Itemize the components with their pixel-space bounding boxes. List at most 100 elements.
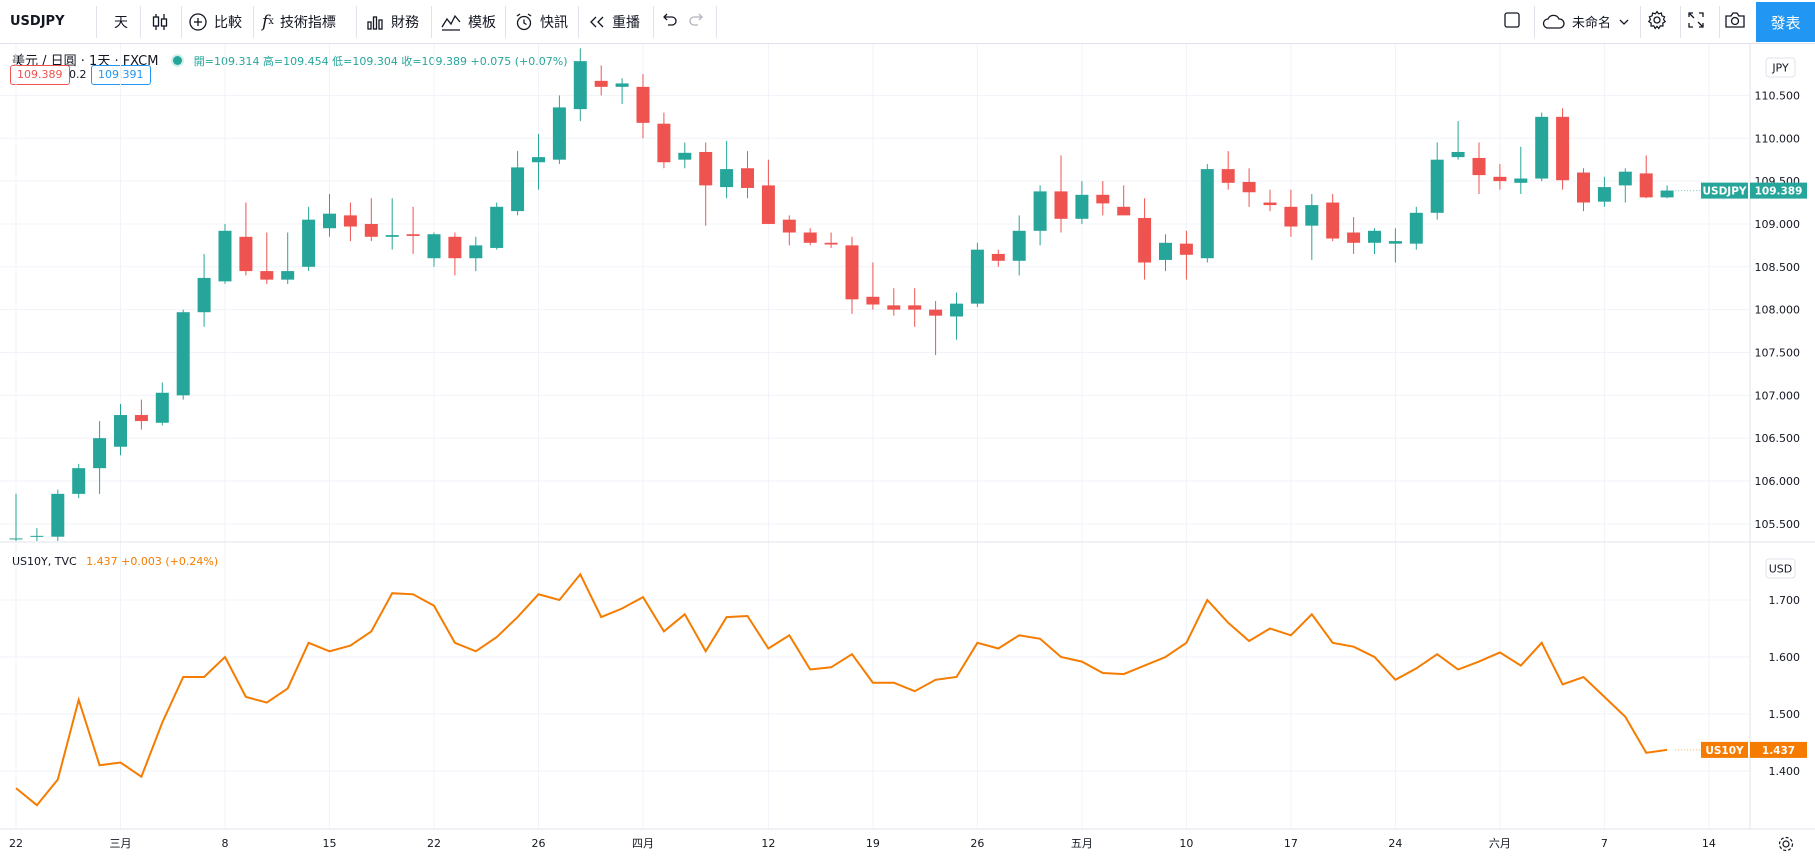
axis-settings-button[interactable] <box>1778 836 1794 852</box>
chart-style-button[interactable] <box>150 0 176 43</box>
symbol-label: USDJPY <box>10 14 65 29</box>
series-name-label: USDJPY <box>1702 186 1746 198</box>
candle <box>824 232 838 248</box>
time-tick-label: 12 <box>761 837 775 850</box>
sub-legend: US10Y, TVC 1.437 +0.003 (+0.24%) <box>12 555 218 568</box>
templates-label: 模板 <box>468 14 496 31</box>
time-tick-label: 22 <box>427 837 441 850</box>
candle-body <box>720 169 734 188</box>
candle-body <box>469 245 483 259</box>
candle <box>1451 121 1465 160</box>
candle-body <box>1242 181 1256 193</box>
candle-body <box>218 230 232 282</box>
candle <box>782 215 796 246</box>
candle-body <box>511 167 525 212</box>
last-price-labels: USDJPY 109.389 US10Y 1.437 <box>1675 182 1807 758</box>
candle-body <box>1409 212 1423 244</box>
candle-body <box>155 392 169 423</box>
fullscreen-icon <box>1687 11 1705 33</box>
currency-badge[interactable] <box>1765 558 1796 579</box>
templates-button[interactable]: 模板 <box>440 0 496 43</box>
replay-label: 重播 <box>612 14 640 31</box>
candle-body <box>636 86 650 123</box>
rewind-icon <box>588 14 606 30</box>
candle <box>908 288 922 327</box>
candle-body <box>552 107 566 160</box>
candle-body <box>657 123 671 163</box>
candle <box>343 202 357 242</box>
candle <box>51 489 65 541</box>
redo-button[interactable] <box>688 0 712 43</box>
candle <box>1430 142 1444 220</box>
price-tick-label: 107.500 <box>1755 346 1801 359</box>
undo-icon <box>660 12 678 32</box>
price-axis-main[interactable]: 110.500110.000109.500109.000108.500108.0… <box>1755 89 1801 530</box>
time-tick-label: 19 <box>866 837 880 850</box>
replay-button[interactable]: 重播 <box>588 0 640 43</box>
candle-body <box>950 303 963 317</box>
candle-body <box>448 236 462 259</box>
chart-area[interactable]: 110.500110.000109.500109.000108.500108.0… <box>0 44 1815 859</box>
candle <box>385 198 399 250</box>
candle <box>1012 215 1026 276</box>
candle <box>887 288 901 316</box>
screenshot-button[interactable] <box>1724 0 1750 43</box>
time-axis[interactable]: 22 三月 8 15 22 26 四月 12 19 26 五月 10 17 24 六月 7 14 <box>9 837 1716 850</box>
candle-body <box>93 438 107 469</box>
sell-price-badge[interactable]: 109.389 <box>10 65 70 85</box>
candle-body <box>532 157 545 163</box>
candle-body <box>1618 171 1632 186</box>
price-axis-sub[interactable]: 1.700 1.600 1.500 1.400 <box>1769 594 1801 778</box>
currency-badge[interactable] <box>1765 57 1796 78</box>
candle <box>970 242 984 308</box>
price-tick-label: 1.700 <box>1769 594 1801 607</box>
camera-icon <box>1724 11 1746 33</box>
price-tick-label: 1.600 <box>1769 651 1801 664</box>
settings-button[interactable] <box>1647 0 1671 43</box>
candle <box>1159 234 1172 272</box>
cloud-icon <box>1542 13 1566 31</box>
last-price-value: 1.437 <box>1762 745 1795 757</box>
candle <box>657 112 671 169</box>
indicators-label: 技術指標 <box>279 14 336 31</box>
candle-body <box>908 305 922 310</box>
time-tick-label: 7 <box>1601 837 1608 850</box>
sub-series-title[interactable]: US10Y, TVC <box>12 555 77 568</box>
layout-button[interactable] <box>1503 0 1527 43</box>
price-tick-label: 109.000 <box>1755 218 1801 231</box>
candle <box>1347 217 1361 254</box>
candle <box>929 301 943 356</box>
candle <box>1263 189 1277 212</box>
compare-button[interactable]: 比較 <box>188 0 242 43</box>
candle-body <box>1033 191 1047 231</box>
undo-button[interactable] <box>660 0 684 43</box>
price-tick-label: 1.400 <box>1769 765 1801 778</box>
candle-body <box>1179 243 1193 255</box>
candle <box>803 228 817 246</box>
symbol-search[interactable]: USDJPY <box>10 0 100 43</box>
candle-body <box>803 232 817 243</box>
candle-body <box>1117 206 1131 216</box>
candle <box>1221 151 1235 190</box>
candle-body <box>323 213 336 229</box>
currency-badges: JPY USD <box>1765 57 1796 579</box>
candle-body <box>1096 194 1110 204</box>
fullscreen-button[interactable] <box>1687 0 1711 43</box>
candle <box>218 223 232 284</box>
candle-body <box>1138 217 1152 263</box>
candle-body <box>1368 230 1381 243</box>
layout-name-label: 未命名 <box>1572 16 1612 31</box>
time-tick-label: 14 <box>1702 837 1716 850</box>
layout-name-button[interactable]: 未命名 <box>1542 0 1629 43</box>
candle-body <box>929 309 943 316</box>
candle <box>1242 168 1256 207</box>
candle-body <box>573 61 587 110</box>
interval-button[interactable]: 天 <box>114 0 128 43</box>
candle <box>532 133 545 190</box>
publish-button[interactable]: 發表 <box>1756 2 1815 42</box>
financials-button[interactable]: 財務 <box>365 0 419 43</box>
alerts-button[interactable]: 快訊 <box>514 0 568 43</box>
candle-body <box>824 242 838 245</box>
candle-body <box>1388 241 1402 244</box>
